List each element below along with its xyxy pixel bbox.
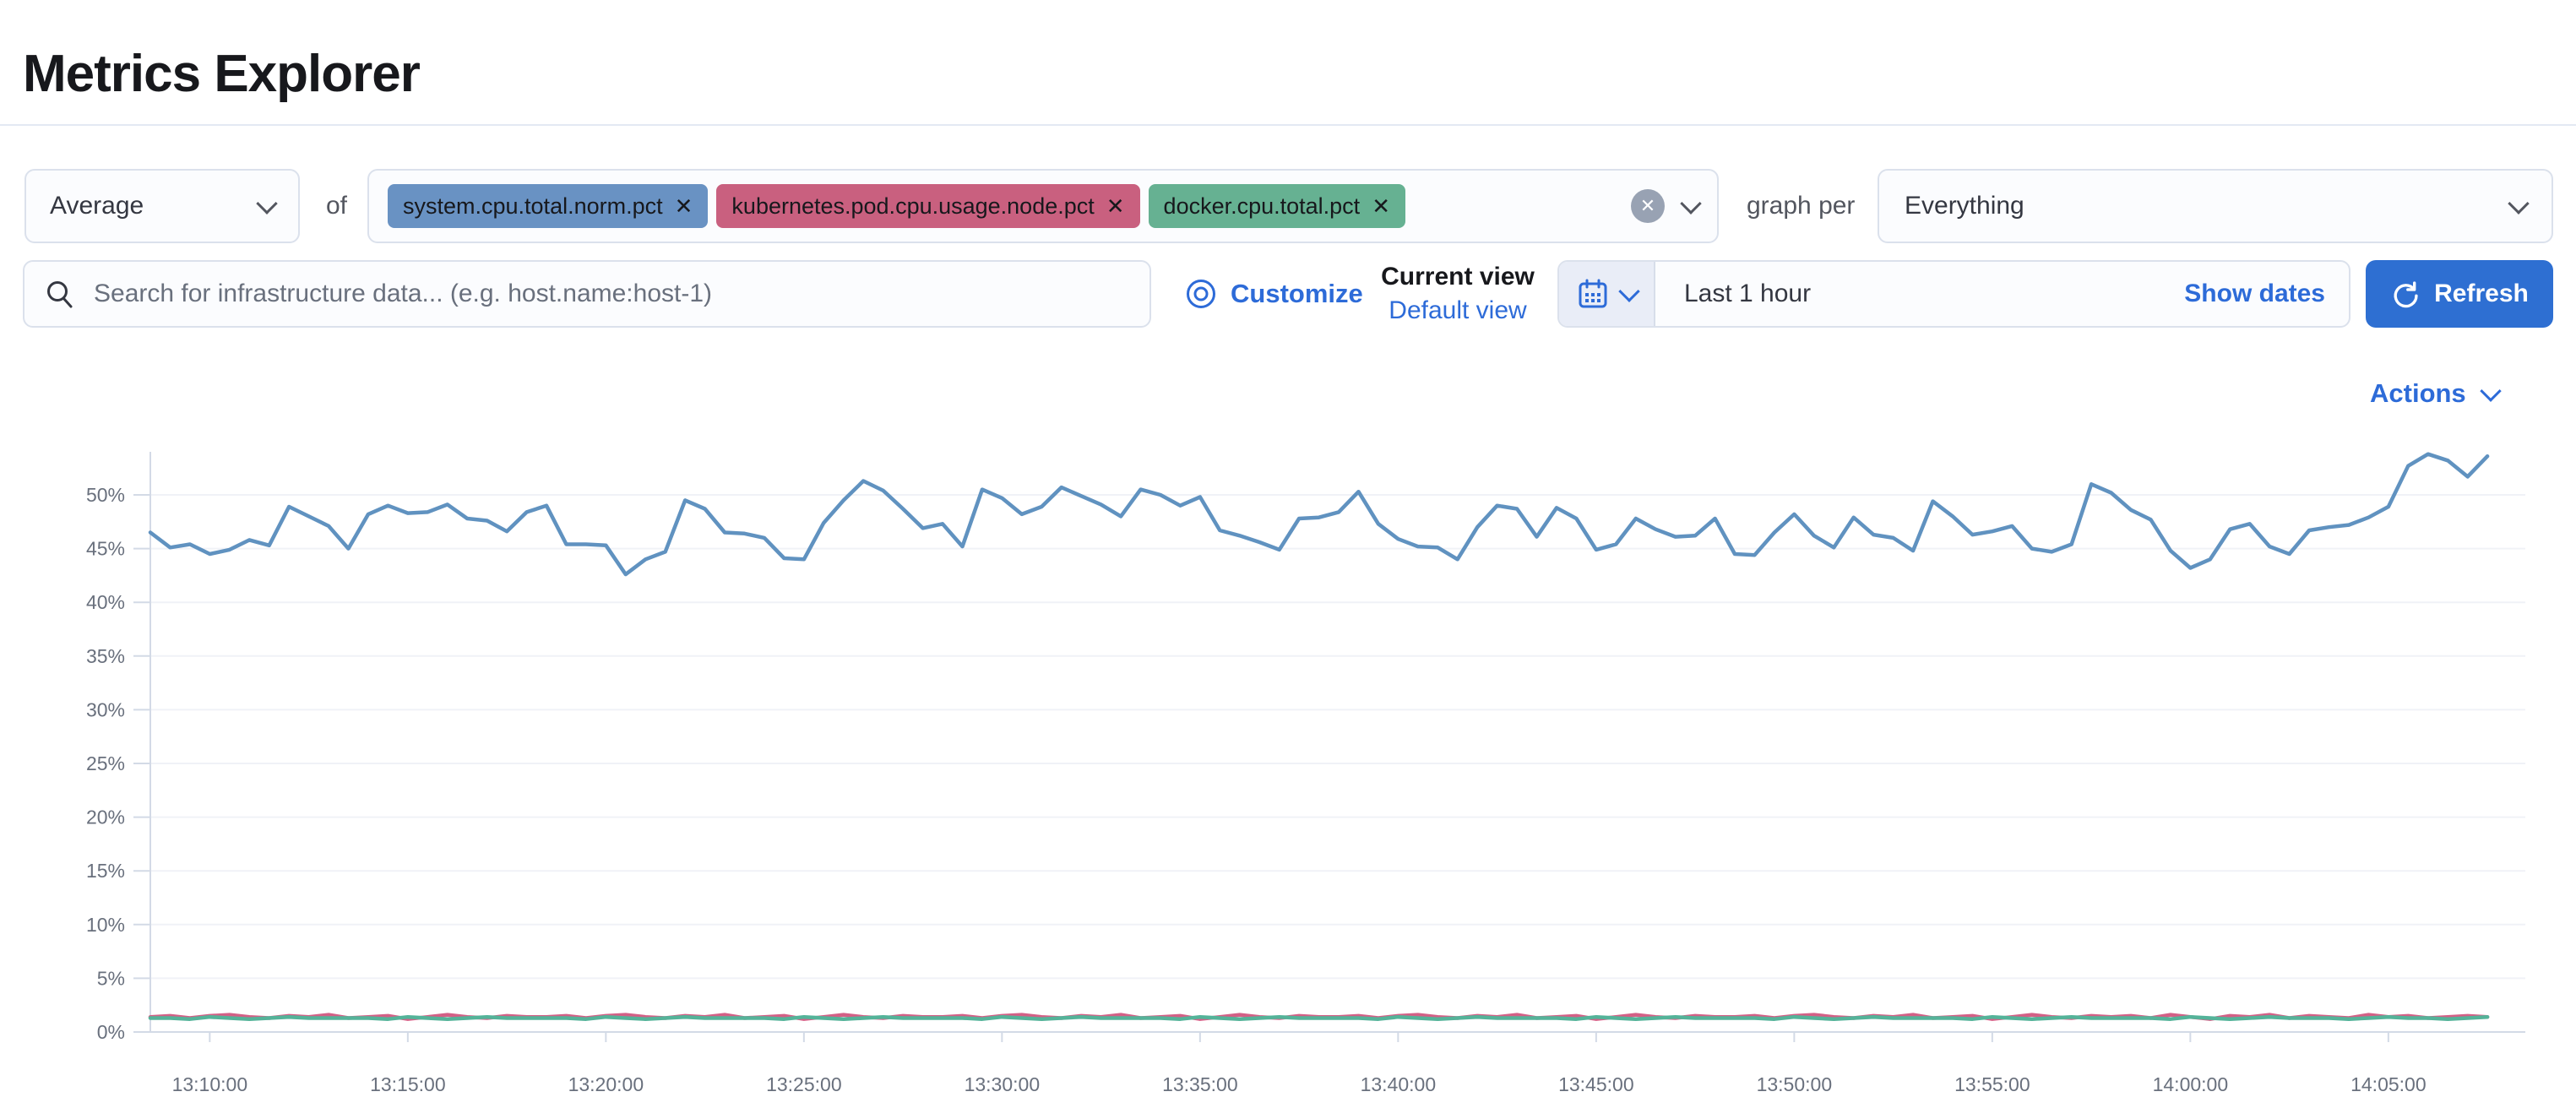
metrics-combobox[interactable]: system.cpu.total.norm.pct ✕ kubernetes.p… [367, 169, 1719, 243]
line-chart-svg: 0% 5% 10% 15% 20% 25% 30% 35% 40% 45% 50% 13:10:00 1… [86, 452, 2525, 1095]
aggregation-value: Average [50, 192, 144, 220]
customize-label: Customize [1231, 279, 1363, 308]
y-axis-label: 35% [86, 645, 125, 667]
title-divider [0, 124, 2576, 126]
refresh-icon [2394, 281, 2418, 308]
x-axis-label: 13:30:00 [965, 1073, 1041, 1095]
metric-pill-label: system.cpu.total.norm.pct [403, 193, 663, 219]
y-axis-label: 25% [86, 752, 125, 774]
remove-metric-icon[interactable]: ✕ [674, 193, 693, 219]
metric-pill-label: docker.cpu.total.pct [1163, 193, 1361, 219]
aggregation-select[interactable]: Average [24, 169, 300, 243]
x-axis-label: 13:25:00 [766, 1073, 842, 1095]
search-icon [47, 281, 73, 308]
x-axis-label: 13:40:00 [1361, 1073, 1437, 1095]
y-axis-label: 15% [86, 860, 125, 882]
page-title: Metrics Explorer [23, 44, 421, 103]
x-axis-label: 13:50:00 [1757, 1073, 1833, 1095]
x-axis-label: 13:10:00 [172, 1073, 248, 1095]
current-view-label: Current view [1381, 263, 1535, 291]
x-axis-label: 13:55:00 [1954, 1073, 2030, 1095]
date-picker[interactable]: Last 1 hour Show dates [1557, 260, 2350, 328]
search-input[interactable] [92, 279, 1129, 309]
metric-pill[interactable]: system.cpu.total.norm.pct ✕ [388, 184, 709, 228]
refresh-label: Refresh [2434, 280, 2529, 307]
y-axis-label: 5% [97, 967, 125, 989]
actions-menu-button[interactable]: Actions [2370, 378, 2502, 409]
series-docker.cpu.total.pct [148, 1014, 2490, 1021]
metric-pill[interactable]: kubernetes.pod.cpu.usage.node.pct ✕ [716, 184, 1140, 228]
chevron-down-icon [256, 193, 278, 215]
x-axis-label: 13:45:00 [1558, 1073, 1634, 1095]
y-axis-label: 20% [86, 807, 125, 828]
customize-icon [1187, 280, 1215, 308]
calendar-icon [1579, 279, 1607, 308]
y-axis-label: 0% [97, 1021, 125, 1043]
x-axis-label: 13:15:00 [370, 1073, 446, 1095]
group-by-select[interactable]: Everything [1878, 169, 2553, 243]
graph-per-label: graph per [1747, 192, 1856, 220]
view-switcher: Current view Default view [1375, 253, 1541, 334]
y-axis-label: 45% [86, 538, 125, 560]
chevron-down-icon[interactable] [1680, 193, 1702, 215]
chevron-down-icon [2508, 193, 2530, 215]
y-axis-label: 30% [86, 698, 125, 720]
customize-button[interactable]: Customize [1185, 260, 1363, 328]
y-axis-label: 50% [86, 484, 125, 506]
group-by-value: Everything [1905, 192, 2024, 220]
date-range-label[interactable]: Last 1 hour [1684, 280, 1812, 307]
chevron-down-icon [2479, 380, 2502, 402]
search-box[interactable] [23, 260, 1151, 328]
metric-pill[interactable]: docker.cpu.total.pct ✕ [1148, 184, 1405, 228]
series-system.cpu.total.norm.pct [148, 452, 2490, 577]
x-axis-label: 13:20:00 [568, 1073, 644, 1095]
x-axis-label: 14:00:00 [2153, 1073, 2229, 1095]
remove-metric-icon[interactable]: ✕ [1372, 193, 1390, 219]
show-dates-link[interactable]: Show dates [2184, 280, 2325, 307]
default-view-link[interactable]: Default view [1389, 296, 1527, 324]
metric-pill-label: kubernetes.pod.cpu.usage.node.pct [731, 193, 1095, 219]
clear-icon: ✕ [1639, 195, 1656, 216]
remove-metric-icon[interactable]: ✕ [1106, 193, 1125, 219]
of-label: of [326, 192, 348, 220]
x-axis-label: 13:35:00 [1162, 1073, 1238, 1095]
x-axis-label: 14:05:00 [2350, 1073, 2427, 1095]
y-axis-label: 10% [86, 914, 125, 936]
refresh-button[interactable]: Refresh [2366, 260, 2553, 328]
date-picker-quick-select[interactable] [1559, 262, 1655, 326]
actions-label: Actions [2370, 378, 2466, 408]
chevron-down-icon [1618, 280, 1640, 302]
clear-metrics-button[interactable]: ✕ [1631, 189, 1665, 223]
metrics-chart[interactable]: 0% 5% 10% 15% 20% 25% 30% 35% 40% 45% 50% 13:10:00 1… [0, 422, 2576, 1108]
y-axis-label: 40% [86, 591, 125, 613]
